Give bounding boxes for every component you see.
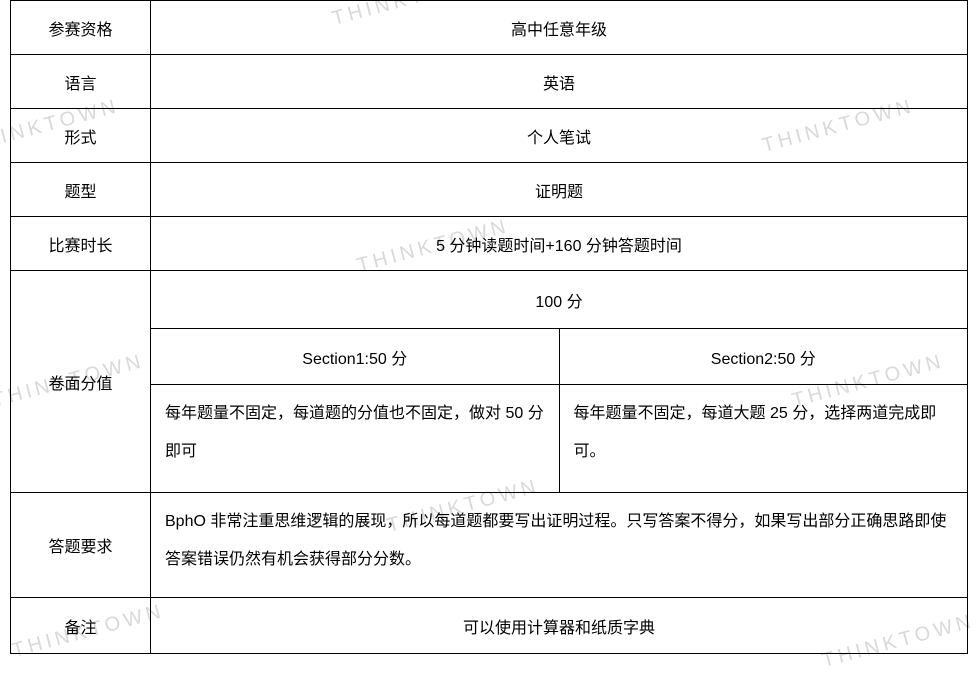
value-notes: 可以使用计算器和纸质字典 bbox=[151, 598, 968, 654]
table-container: 参赛资格 高中任意年级 语言 英语 形式 个人笔试 题型 证明题 比赛时长 5 … bbox=[0, 0, 978, 654]
row-format: 形式 个人笔试 bbox=[11, 109, 968, 163]
value-format: 个人笔试 bbox=[151, 109, 968, 163]
label-language: 语言 bbox=[11, 55, 151, 109]
value-answer-req: BphO 非常注重思维逻辑的展现，所以每道题都要写出证明过程。只写答案不得分，如… bbox=[151, 493, 968, 598]
label-notes: 备注 bbox=[11, 598, 151, 654]
row-section-headers: Section1:50 分 Section2:50 分 bbox=[11, 329, 968, 385]
row-answer-req: 答题要求 BphO 非常注重思维逻辑的展现，所以每道题都要写出证明过程。只写答案… bbox=[11, 493, 968, 598]
section1-header: Section1:50 分 bbox=[151, 329, 560, 385]
section2-body: 每年题量不固定，每道大题 25 分，选择两道完成即可。 bbox=[559, 385, 968, 493]
label-score: 卷面分值 bbox=[11, 271, 151, 493]
value-score-total: 100 分 bbox=[151, 271, 968, 329]
row-eligibility: 参赛资格 高中任意年级 bbox=[11, 1, 968, 55]
value-eligibility: 高中任意年级 bbox=[151, 1, 968, 55]
label-answer-req: 答题要求 bbox=[11, 493, 151, 598]
row-notes: 备注 可以使用计算器和纸质字典 bbox=[11, 598, 968, 654]
value-language: 英语 bbox=[151, 55, 968, 109]
info-table: 参赛资格 高中任意年级 语言 英语 形式 个人笔试 题型 证明题 比赛时长 5 … bbox=[10, 0, 968, 654]
section1-body: 每年题量不固定，每道题的分值也不固定，做对 50 分即可 bbox=[151, 385, 560, 493]
row-score-total: 卷面分值 100 分 bbox=[11, 271, 968, 329]
section2-header: Section2:50 分 bbox=[559, 329, 968, 385]
value-duration: 5 分钟读题时间+160 分钟答题时间 bbox=[151, 217, 968, 271]
value-question-type: 证明题 bbox=[151, 163, 968, 217]
row-language: 语言 英语 bbox=[11, 55, 968, 109]
row-section-bodies: 每年题量不固定，每道题的分值也不固定，做对 50 分即可 每年题量不固定，每道大… bbox=[11, 385, 968, 493]
label-eligibility: 参赛资格 bbox=[11, 1, 151, 55]
label-format: 形式 bbox=[11, 109, 151, 163]
label-duration: 比赛时长 bbox=[11, 217, 151, 271]
row-duration: 比赛时长 5 分钟读题时间+160 分钟答题时间 bbox=[11, 217, 968, 271]
label-question-type: 题型 bbox=[11, 163, 151, 217]
row-question-type: 题型 证明题 bbox=[11, 163, 968, 217]
